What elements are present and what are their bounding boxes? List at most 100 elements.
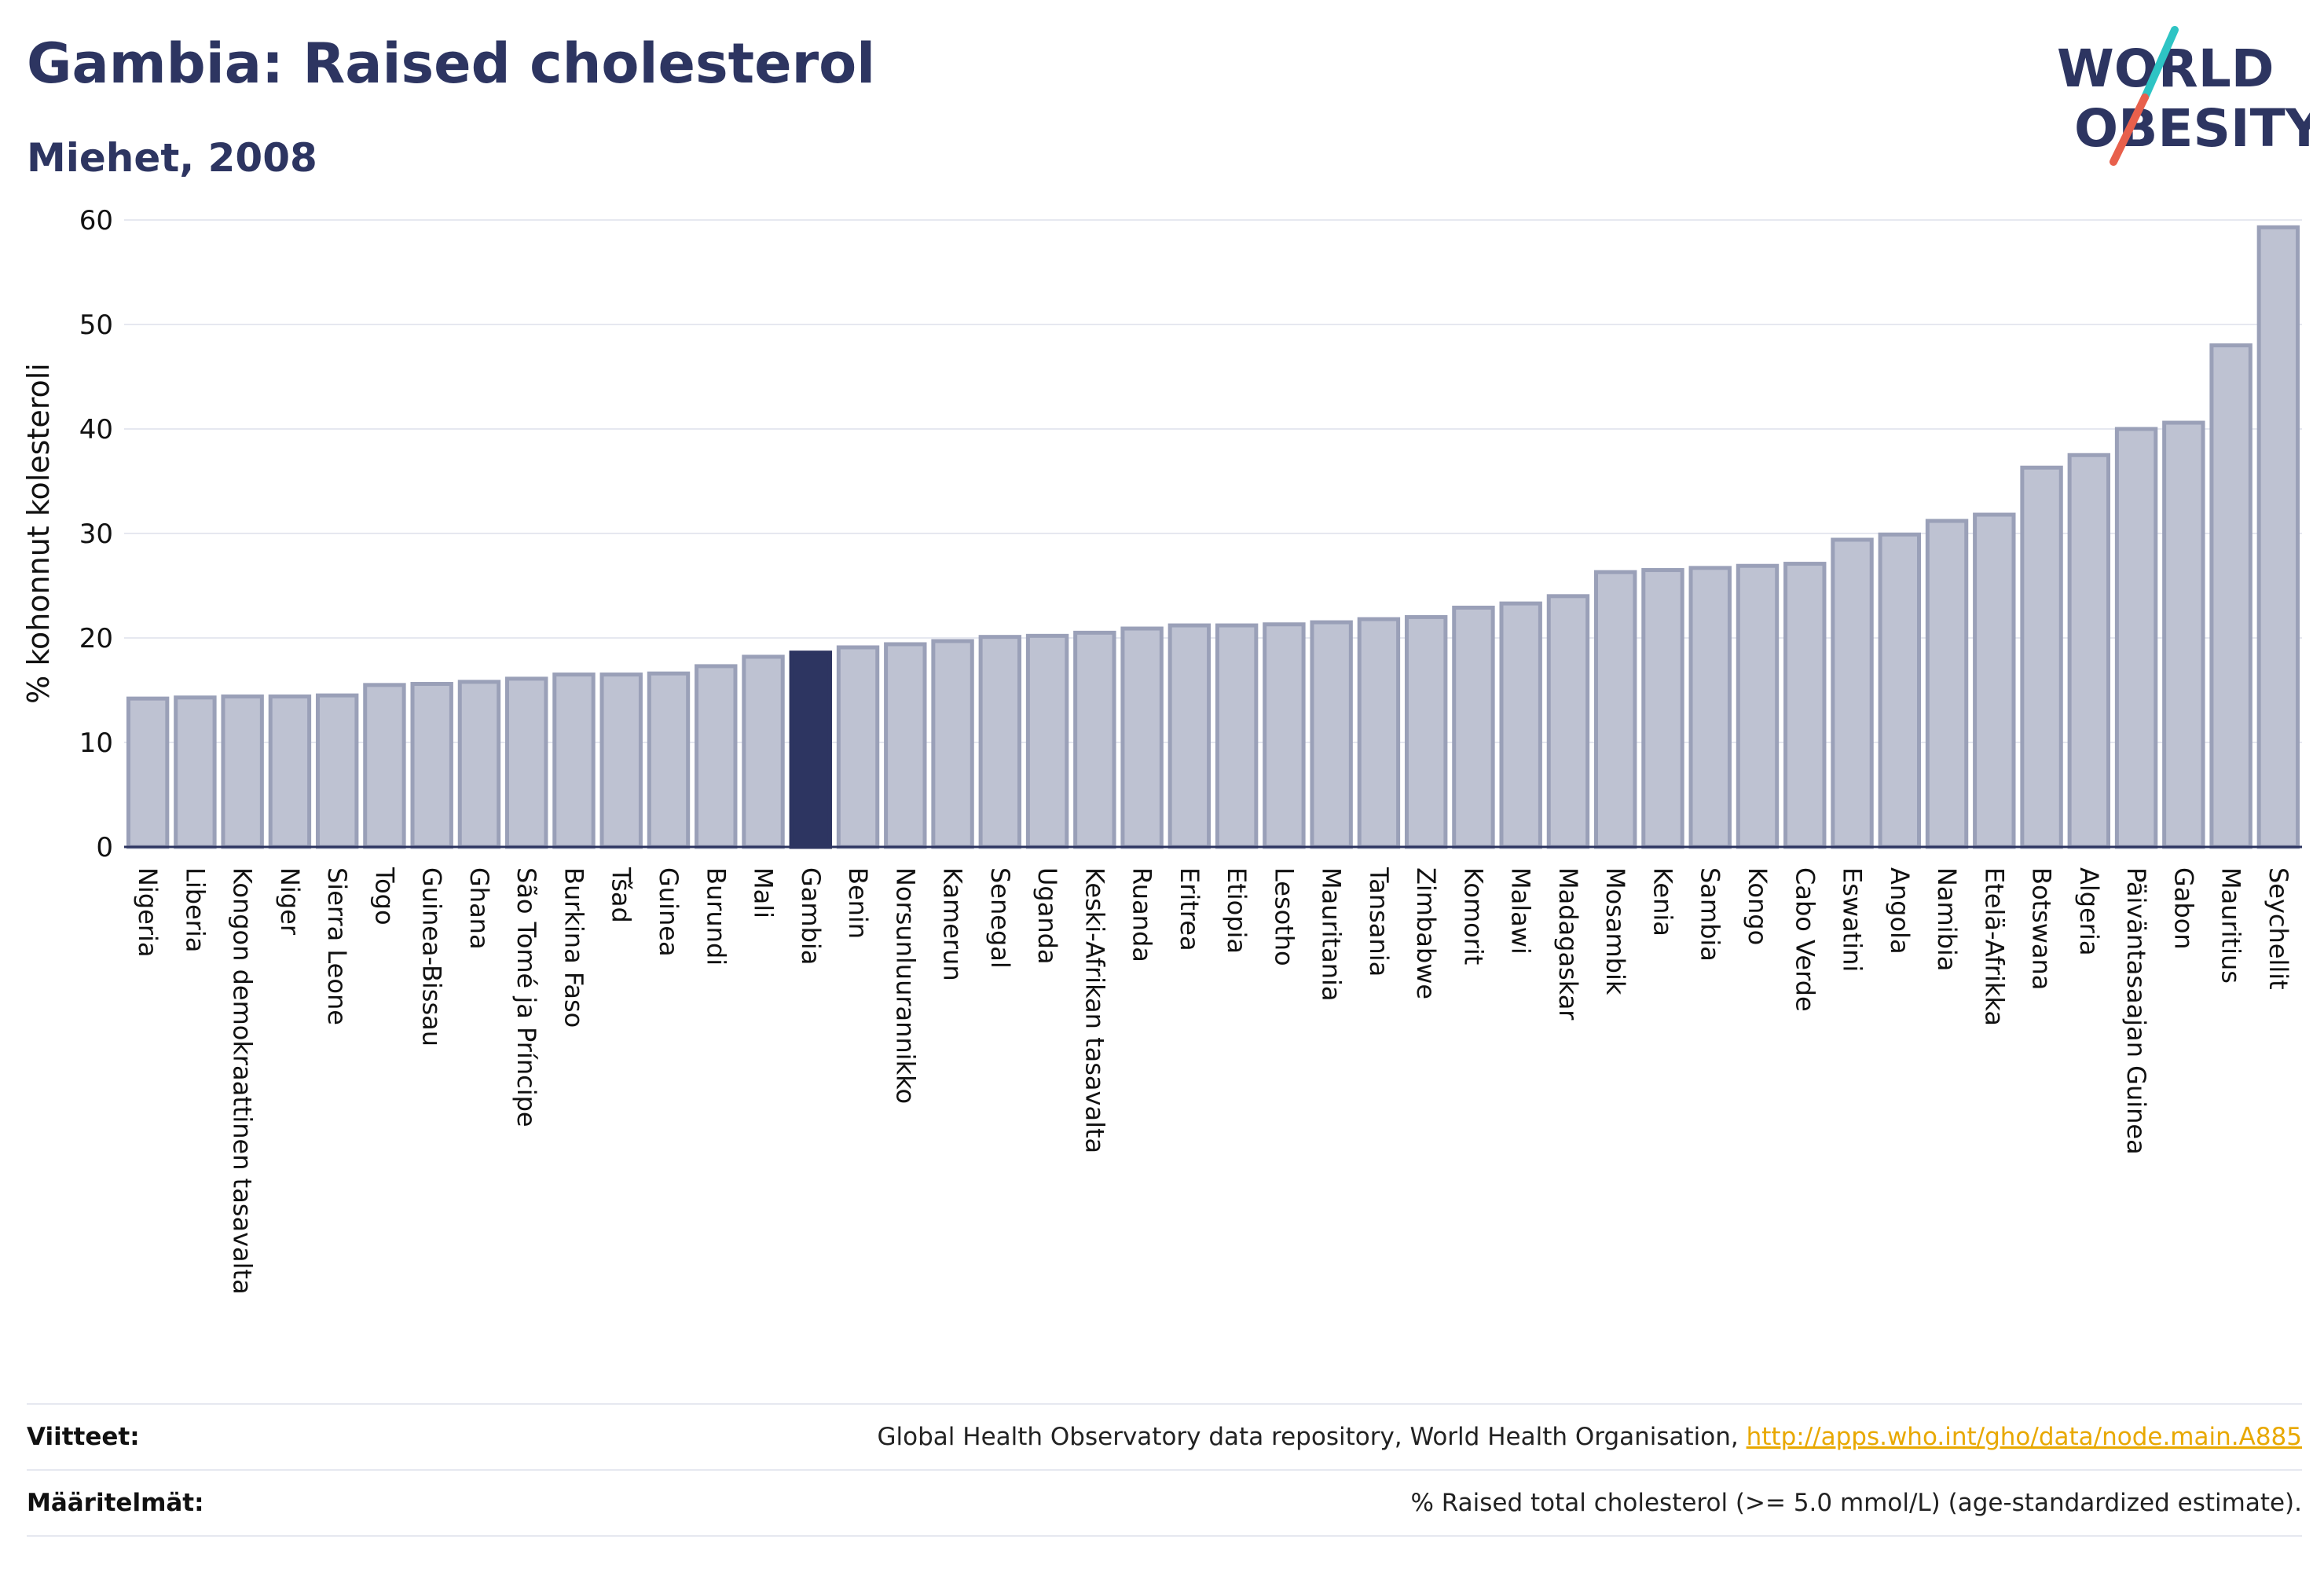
bar-gabon	[2162, 420, 2205, 849]
bar-guinea-bissau	[410, 682, 453, 849]
x-tick-label: Botswana	[2027, 867, 2057, 990]
x-tick-label: Sambia	[1695, 867, 1725, 962]
x-tick-label: Etiopia	[1222, 867, 1252, 954]
bar-mosambik	[1594, 570, 1637, 849]
bar-cabo-verde	[1783, 562, 1827, 849]
bar-etiopia	[1215, 623, 1259, 849]
x-tick-label: Zimbabwe	[1411, 867, 1441, 999]
y-tick-label: 50	[79, 310, 113, 341]
x-tick-label: Keski-Afrikan tasavalta	[1080, 867, 1109, 1153]
x-tick-label: Sierra Leone	[322, 867, 352, 1025]
bars	[126, 225, 2300, 849]
bar-kongon-demokraattinen-tasavalta	[221, 694, 264, 849]
bar-algeria	[2067, 453, 2111, 849]
y-tick-label: 60	[79, 205, 113, 236]
x-tick-label: Uganda	[1032, 867, 1062, 965]
x-tick-label: Burundi	[701, 867, 731, 966]
x-tick-label: Tšad	[607, 867, 636, 923]
world-obesity-logo: WORLD OBESITY	[2057, 26, 2310, 166]
x-tick-label: Kenia	[1648, 867, 1677, 936]
sources-label: Viitteet:	[27, 1423, 140, 1451]
logo-word-obesity: OBESITY	[2074, 98, 2310, 159]
x-tick-label: Lesotho	[1269, 867, 1299, 966]
page-title: Gambia: Raised cholesterol	[27, 31, 876, 96]
definitions-label: Määritelmät:	[27, 1489, 204, 1517]
x-tick-label: Benin	[843, 867, 873, 939]
bar-lesotho	[1263, 622, 1306, 849]
x-tick-label: Mauritania	[1317, 867, 1347, 1001]
footer-divider-middle	[27, 1469, 2302, 1471]
logo-slash-teal	[2141, 26, 2179, 101]
y-tick-label: 10	[79, 728, 113, 759]
y-axis-ticks: 0 10 20 30 40 50 60	[79, 205, 113, 863]
bar-senegal	[978, 635, 1022, 849]
footer-divider-bottom	[27, 1535, 2302, 1537]
y-tick-label: 20	[79, 623, 113, 654]
x-tick-label: Nigeria	[133, 867, 163, 957]
x-tick-label: Senegal	[985, 867, 1015, 969]
bar-burundi	[695, 664, 738, 849]
bar-t-ad	[599, 673, 643, 849]
x-axis-labels: Nigeria Liberia Kongon demokraattinen tasa…	[133, 867, 2293, 1295]
bar-komorit	[1452, 605, 1495, 849]
bar-guinea	[647, 671, 691, 849]
y-tick-label: 0	[96, 832, 113, 863]
bar-seychellit	[2256, 225, 2300, 849]
logo-slash-coral	[2110, 93, 2149, 166]
x-tick-label: Etelä-Afrikka	[1979, 867, 2009, 1026]
bar-keski-afrikan-tasavalta	[1073, 630, 1116, 849]
bar-kamerun	[931, 639, 974, 849]
sources-text-block: Global Health Observatory data repositor…	[878, 1423, 2302, 1451]
x-tick-label: Mauritius	[2216, 867, 2246, 984]
x-tick-label: Eswatini	[1838, 867, 1868, 972]
x-tick-label: Kamerun	[938, 867, 968, 981]
bar-angola	[1878, 532, 1921, 849]
page-subtitle: Miehet, 2008	[27, 135, 317, 181]
x-tick-label: Burkina Faso	[559, 867, 588, 1028]
bar-kongo	[1736, 563, 1780, 849]
bar-mali	[742, 654, 785, 849]
bar-burkina-faso	[552, 673, 596, 849]
definitions-text: % Raised total cholesterol (>= 5.0 mmol/…	[1410, 1489, 2302, 1517]
x-tick-label: Guinea-Bissau	[417, 867, 447, 1046]
sources-text: Global Health Observatory data repositor…	[877, 1423, 1747, 1451]
x-tick-label: Norsunluurannikko	[890, 867, 920, 1104]
bar-mauritius	[2209, 343, 2253, 849]
bar-ruanda	[1120, 626, 1164, 849]
bar-botswana	[2020, 465, 2063, 849]
x-tick-label: Liberia	[180, 867, 210, 952]
bar-p-iv-ntasaajan-guinea	[2114, 427, 2158, 849]
bar-liberia	[174, 695, 217, 849]
bar-zimbabwe	[1404, 614, 1448, 849]
bar-chart: 0 10 20 30 40 50 60 % kohonnut kolesteroli Nig…	[21, 205, 2302, 1295]
x-tick-label: Namibia	[1932, 867, 1962, 971]
bar-sierra-leone	[315, 693, 359, 849]
x-tick-label: Guinea	[654, 867, 684, 957]
bar-uganda	[1025, 633, 1069, 849]
footer-divider-top	[27, 1403, 2302, 1405]
x-tick-label: Cabo Verde	[1790, 867, 1820, 1012]
sources-link[interactable]: http://apps.who.int/gho/data/node.main.A…	[1746, 1423, 2302, 1451]
bar-mauritania	[1310, 620, 1353, 849]
x-tick-label: Ghana	[464, 867, 494, 950]
y-tick-label: 30	[79, 519, 113, 550]
bar-gambia	[789, 651, 832, 849]
bar-s-o-tom-ja-pr-ncipe	[505, 676, 548, 849]
x-tick-label: São Tomé ja Príncipe	[511, 867, 541, 1127]
x-tick-label: Togo	[369, 867, 399, 925]
bar-eswatini	[1831, 537, 1874, 849]
x-tick-label: Gambia	[796, 867, 826, 965]
x-tick-label: Mosambik	[1600, 867, 1630, 995]
bar-ghana	[457, 680, 501, 849]
bar-malawi	[1499, 601, 1542, 849]
x-tick-label: Kongon demokraattinen tasavalta	[228, 867, 258, 1295]
bar-niger	[268, 694, 312, 849]
x-tick-label: Niger	[275, 867, 305, 936]
bar-tansania	[1357, 617, 1401, 849]
x-tick-label: Algeria	[2074, 867, 2104, 955]
bar-benin	[836, 645, 880, 849]
x-tick-label: Kongo	[1743, 867, 1772, 945]
bar-namibia	[1925, 519, 1969, 849]
bar-togo	[363, 683, 406, 849]
x-tick-label: Eritrea	[1175, 867, 1204, 951]
